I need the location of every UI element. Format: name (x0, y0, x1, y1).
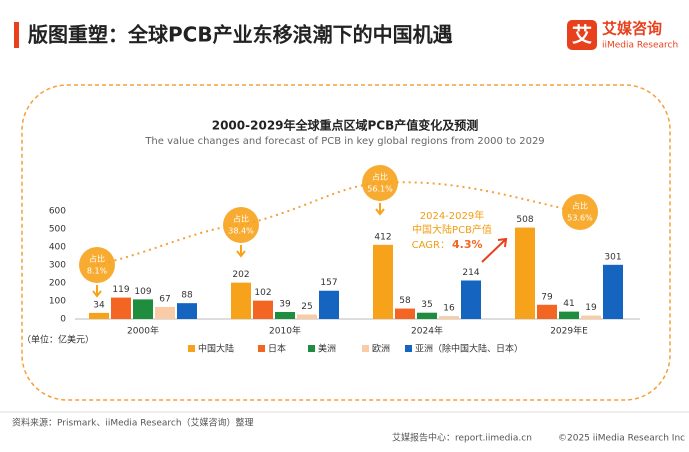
share-value: 38.4% (228, 227, 254, 236)
value-label: 102 (254, 288, 271, 298)
legend-swatch (405, 345, 412, 352)
value-label: 157 (320, 278, 337, 288)
logo-box (567, 20, 597, 50)
y-tick-label: 600 (49, 207, 66, 217)
value-label: 88 (181, 291, 193, 301)
legend-label: 中国大陆 (198, 343, 234, 355)
unit-label: （单位：亿美元） (22, 334, 94, 346)
bar (515, 227, 535, 319)
share-value: 56.1% (367, 185, 393, 194)
y-tick-label: 500 (49, 225, 66, 235)
value-label: 109 (134, 287, 151, 297)
legend-label: 亚洲（除中国大陆、日本） (415, 343, 523, 355)
brand: 艾媒咨询 (602, 20, 662, 38)
chart-subtitle: The value changes and forecast of PCB in… (144, 136, 544, 147)
bar (275, 311, 295, 319)
legend-label: 欧洲 (372, 343, 390, 355)
share-arrow (92, 285, 102, 298)
bar (537, 304, 557, 319)
bar (417, 312, 437, 319)
value-label: 35 (421, 300, 432, 310)
cagr-value: 4.3% (452, 238, 483, 251)
bar (395, 308, 415, 319)
value-label: 25 (301, 302, 312, 312)
bar (111, 297, 131, 319)
share-title: 占比 (572, 201, 588, 211)
cagr-line1: 2024-2029年 (420, 209, 485, 222)
value-label: 19 (585, 303, 597, 313)
x-tick-label: 2010年 (269, 325, 301, 337)
share-title: 占比 (233, 214, 249, 224)
title-accent (14, 22, 19, 48)
bar (373, 244, 393, 319)
cagr-label: CAGR： (412, 240, 450, 251)
report-center: 艾媒报告中心：report.iimedia.cn (392, 432, 532, 444)
y-tick-label: 300 (49, 261, 66, 271)
share-title: 占比 (89, 254, 105, 264)
x-tick-label: 2024年 (411, 325, 443, 337)
y-tick-label: 100 (49, 297, 66, 307)
bar (461, 280, 481, 319)
bar (319, 290, 339, 319)
source: 资料来源：Prismark、iiMedia Research（艾媒咨询）整理 (12, 417, 254, 429)
bar (559, 311, 579, 319)
bar (89, 312, 109, 319)
bar (231, 282, 251, 319)
x-tick-label: 2000年 (127, 325, 159, 337)
value-label: 214 (462, 268, 479, 278)
value-label: 41 (563, 299, 574, 309)
value-label: 79 (541, 292, 553, 302)
copyright: ©2025 iiMedia Research Inc (558, 434, 685, 444)
bar (581, 315, 601, 319)
share-value: 53.6% (567, 214, 593, 223)
bar (155, 306, 175, 319)
bar (603, 264, 623, 319)
share-title: 占比 (372, 172, 388, 182)
share-value: 8.1% (87, 267, 108, 276)
share-arrow (236, 245, 246, 258)
share-arrow (375, 203, 385, 216)
value-label: 508 (516, 215, 533, 225)
brand-en: iiMedia Research (602, 41, 678, 51)
bar (253, 300, 273, 319)
cagr-line2: 中国大陆PCB产值 (412, 223, 492, 236)
value-label: 412 (374, 232, 391, 242)
page-title: 版图重塑：全球PCB产业东移浪潮下的中国机遇 (28, 23, 453, 47)
x-tick-label: 2029年E (550, 325, 588, 337)
legend-swatch (308, 345, 315, 352)
y-tick-label: 0 (60, 315, 66, 325)
value-label: 58 (399, 296, 411, 306)
trend-curve (96, 181, 581, 266)
value-label: 119 (112, 285, 129, 295)
share-bubble (223, 207, 259, 243)
share-bubble (562, 194, 598, 230)
legend-swatch (258, 345, 265, 352)
share-bubble (79, 247, 115, 283)
legend-swatch (362, 345, 369, 352)
value-label: 202 (232, 270, 249, 280)
bar (133, 299, 153, 319)
value-label: 34 (93, 300, 105, 310)
bar (439, 316, 459, 319)
logo-text: 艾 (572, 23, 592, 47)
value-label: 67 (159, 294, 170, 304)
y-tick-label: 200 (49, 279, 66, 289)
value-label: 39 (279, 299, 291, 309)
value-label: 301 (604, 252, 621, 262)
legend-swatch (188, 345, 195, 352)
chart-title: 2000-2029年全球重点区域PCB产值变化及预测 (212, 118, 479, 133)
cagr-arrow (481, 237, 508, 263)
y-tick-label: 400 (49, 243, 66, 253)
legend-label: 美洲 (318, 343, 336, 355)
value-label: 16 (443, 304, 455, 314)
bar (177, 303, 197, 319)
share-bubble (362, 165, 398, 201)
legend-label: 日本 (268, 343, 286, 355)
bar (297, 314, 317, 319)
